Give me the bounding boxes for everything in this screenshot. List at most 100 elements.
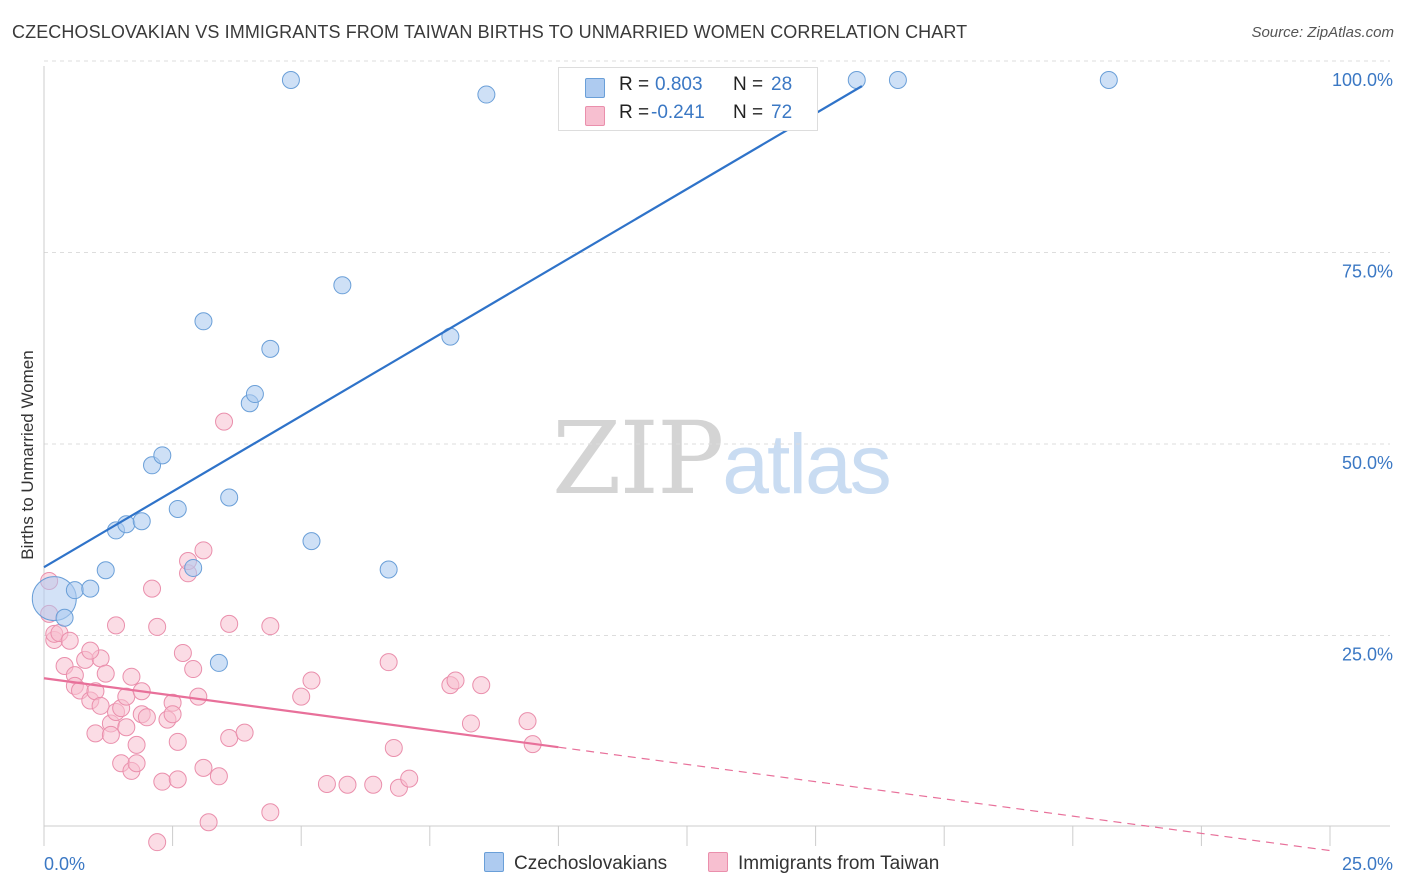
x-tick-label: 0.0%	[44, 854, 85, 874]
watermark-atlas: atlas	[722, 417, 891, 511]
taiwan-trend-line	[43, 677, 559, 749]
czech-point	[847, 71, 866, 89]
legend-czech-swatch	[484, 852, 504, 872]
legend-taiwan-label: Immigrants from Taiwan	[738, 853, 940, 874]
y-tick-label: 100.0%	[1332, 70, 1393, 90]
r-value: 0.803	[655, 74, 703, 95]
taiwan-point	[117, 718, 136, 737]
taiwan-point	[127, 735, 146, 754]
czech-trend-line	[43, 85, 863, 569]
series-taiwan-points	[40, 412, 542, 852]
czech-point	[81, 579, 100, 598]
taiwan-point	[60, 631, 79, 650]
r-value: -0.241	[651, 102, 705, 123]
czech-point	[132, 512, 151, 531]
taiwan-point	[292, 687, 311, 706]
taiwan-point	[122, 667, 141, 686]
taiwan-point	[184, 660, 203, 679]
taiwan-point	[364, 775, 383, 794]
x-tick-label: 25.0%	[1342, 854, 1393, 874]
taiwan-point	[163, 705, 182, 724]
czech-point	[379, 560, 398, 579]
czech-point	[261, 339, 280, 358]
y-tick-label: 75.0%	[1342, 262, 1393, 282]
taiwan-point	[317, 774, 336, 793]
czech-point	[65, 581, 84, 600]
taiwan-point	[148, 617, 167, 636]
watermark-zip: ZIP	[552, 400, 724, 517]
y-axis-label: Births to Unmarried Women	[18, 350, 37, 560]
taiwan-point	[220, 728, 239, 747]
czech-point	[153, 446, 172, 465]
y-tick-label: 25.0%	[1342, 645, 1393, 665]
czech-point	[220, 488, 239, 507]
taiwan-point	[96, 664, 115, 683]
taiwan-point	[446, 671, 465, 690]
taiwan-point	[472, 676, 491, 695]
taiwan-point	[173, 643, 192, 662]
taiwan-point	[189, 687, 208, 706]
taiwan-point	[199, 813, 218, 832]
taiwan-point	[215, 412, 234, 431]
n-value: 28	[771, 74, 793, 95]
czech-point	[96, 561, 115, 580]
series-czech-points	[31, 71, 1118, 672]
n-label: N =	[733, 74, 764, 95]
taiwan-point	[379, 653, 398, 672]
taiwan-point	[400, 769, 419, 788]
tick-labels: 100.0% 75.0% 50.0% 25.0% 0.0% 25.0%	[44, 70, 1393, 874]
stats-box: R = 0.803 N = 28 R = -0.241 N = 72	[558, 67, 818, 131]
taiwan-point	[153, 772, 172, 791]
czech-point	[302, 532, 321, 551]
taiwan-point	[127, 754, 146, 773]
legend-item-czech[interactable]: Czechoslovakians	[484, 852, 667, 875]
taiwan-point	[261, 803, 280, 822]
taiwan-point	[168, 732, 187, 751]
czech-point	[333, 276, 352, 295]
taiwan-point	[302, 671, 321, 690]
czech-point	[888, 71, 907, 89]
taiwan-point	[338, 775, 357, 794]
taiwan-point	[461, 714, 480, 733]
legend-taiwan-swatch	[708, 852, 728, 872]
taiwan-point	[86, 724, 105, 743]
taiwan-point	[81, 641, 100, 660]
taiwan-point	[235, 723, 254, 742]
taiwan-point	[209, 767, 228, 786]
taiwan-trend-extension	[558, 746, 1331, 852]
czech-swatch	[585, 78, 605, 98]
taiwan-point	[91, 696, 110, 715]
taiwan-point	[148, 833, 167, 852]
taiwan-point	[137, 708, 156, 727]
taiwan-point	[261, 617, 280, 636]
taiwan-point	[518, 712, 537, 731]
legend-item-taiwan[interactable]: Immigrants from Taiwan	[708, 852, 939, 875]
czech-point	[281, 71, 300, 89]
watermark: ZIPatlas	[552, 400, 892, 517]
grid	[44, 60, 1390, 636]
czech-point	[184, 558, 203, 577]
taiwan-point	[384, 738, 403, 757]
czech-point	[55, 608, 74, 627]
legend-czech-label: Czechoslovakians	[514, 853, 668, 874]
czech-point	[245, 385, 264, 404]
taiwan-point	[220, 614, 239, 633]
taiwan-point	[194, 541, 213, 560]
czech-point	[209, 653, 228, 672]
taiwan-point	[168, 770, 187, 789]
source-credit: Source: ZipAtlas.com	[1251, 24, 1394, 41]
czech-point	[1099, 71, 1118, 89]
taiwan-point	[143, 579, 162, 598]
taiwan-swatch	[585, 106, 605, 126]
r-label: R =	[619, 102, 650, 123]
taiwan-point	[107, 616, 126, 635]
n-label: N =	[733, 102, 764, 123]
czech-point	[194, 312, 213, 331]
r-label: R =	[619, 74, 650, 95]
czech-point	[168, 499, 187, 518]
trend-lines	[43, 85, 1331, 852]
taiwan-point	[101, 725, 120, 744]
n-value: 72	[771, 102, 793, 123]
axes	[43, 66, 1390, 846]
